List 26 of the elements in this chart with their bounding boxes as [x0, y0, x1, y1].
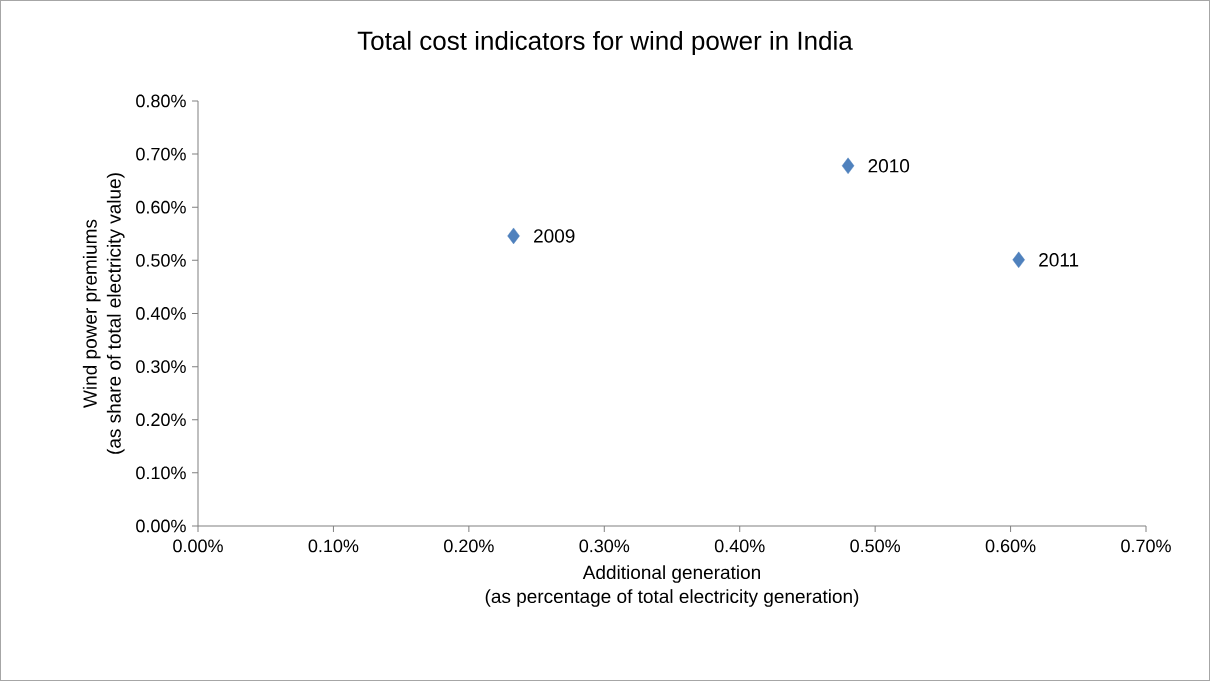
chart-title: Total cost indicators for wind power in India	[357, 30, 853, 56]
y-tick-label: 0.10%	[136, 466, 186, 480]
y-tick-label: 0.60%	[136, 200, 186, 214]
point	[841, 157, 855, 175]
annotation: 2010	[868, 159, 910, 173]
y-tick-label: 0.00%	[136, 519, 186, 533]
y-tick-label: 0.40%	[136, 307, 186, 320]
y-tick-label: 0.30%	[136, 360, 186, 373]
x-tick-label: 0.20%	[444, 539, 494, 553]
x-tick-label: 0.60%	[985, 539, 1036, 553]
y-tick-label: 0.70%	[136, 147, 186, 161]
y-axis-title: Wind power premiums (as share of total electricity value)	[82, 173, 125, 454]
x-axis-title: Additional generation (as percentage of total electricity generation)	[485, 565, 859, 607]
point	[1012, 251, 1025, 269]
x-tick-label: 0.10%	[308, 539, 359, 553]
y-tick-label: 0.20%	[136, 413, 186, 427]
x-tick-label: 0.40%	[714, 539, 765, 553]
y-tick-label: 0.80%	[136, 94, 186, 108]
y-tick-label: 0.50%	[136, 253, 186, 267]
x-tick-label: 0.70%	[1121, 539, 1171, 553]
point	[507, 227, 520, 245]
annotation: 2011	[1039, 253, 1079, 267]
x-tick-label: 0.00%	[173, 539, 223, 553]
x-tick-label: 0.30%	[579, 539, 630, 553]
x-tick-label: 0.50%	[850, 539, 901, 553]
annotation: 2009	[534, 229, 575, 243]
